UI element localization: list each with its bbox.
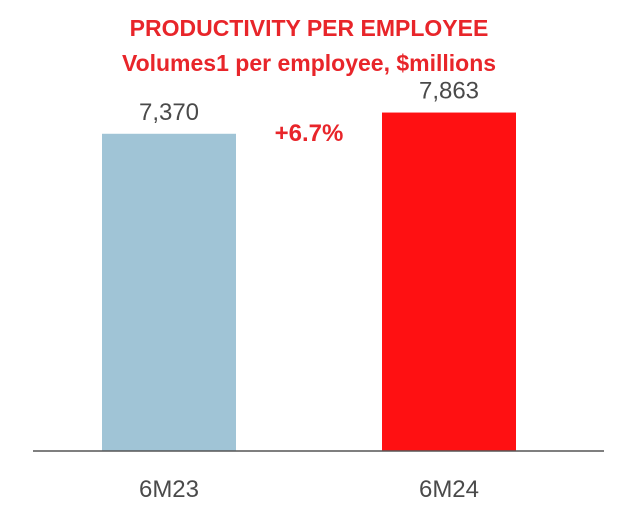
- bar-6m23: [102, 133, 236, 451]
- category-label-6m23: 6M23: [139, 476, 199, 503]
- value-label-6m24: 7,863: [419, 78, 479, 105]
- chart-subtitle: Volumes1 per employee, $millions: [121, 50, 497, 76]
- bars-group: [102, 112, 516, 451]
- category-label-6m24: 6M24: [419, 476, 479, 503]
- value-label-6m23: 7,370: [139, 99, 199, 126]
- growth-annotation: +6.7%: [274, 120, 344, 147]
- category-labels-group: 6M23 6M24: [139, 476, 479, 503]
- chart-title: PRODUCTIVITY PER EMPLOYEE: [129, 15, 489, 41]
- bar-6m24: [382, 112, 516, 451]
- value-labels-group: 7,370 7,863: [139, 78, 479, 126]
